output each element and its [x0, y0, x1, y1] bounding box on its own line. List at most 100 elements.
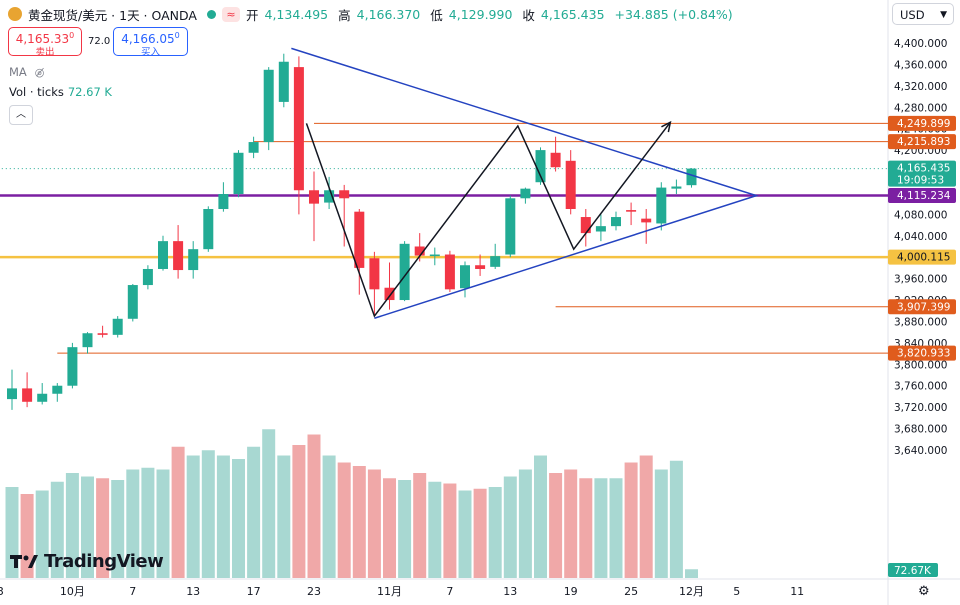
tradingview-logo[interactable]: TradingView — [10, 548, 164, 574]
price-label-box — [888, 249, 956, 265]
symbol-title[interactable]: 黄金现货/美元 · 1天 · OANDA — [28, 7, 197, 23]
volume-bar — [624, 462, 638, 578]
volume-bar — [383, 478, 396, 578]
sell-button[interactable]: 4,165.330 卖出 — [8, 27, 82, 58]
candle-body — [429, 254, 440, 257]
volume-bar — [277, 455, 291, 578]
candle-body — [203, 209, 214, 250]
arrow-head-icon — [661, 120, 672, 133]
buy-price-sup: 0 — [174, 31, 180, 40]
volume-bar — [413, 473, 427, 578]
volume-bar — [398, 480, 412, 578]
price-tick-label: 4,320.000 — [894, 81, 947, 93]
volume-bar — [35, 490, 49, 578]
volume-bar — [669, 460, 683, 578]
candle-body — [37, 393, 48, 402]
price-label-text: 4,000.115 — [897, 252, 950, 264]
candle-body — [565, 160, 576, 210]
volume-bar — [685, 569, 698, 578]
tradingview-logo-icon — [10, 555, 38, 568]
symbol-header: 黄金现货/美元 · 1天 · OANDA ≈ 开 4,134.495 高 4,166… — [8, 3, 733, 25]
ma-indicator[interactable]: MA ◎̸ — [9, 65, 44, 79]
sell-label: 卖出 — [35, 47, 55, 58]
price-label-box — [888, 134, 956, 150]
price-tick-label: 4,280.000 — [894, 102, 947, 114]
price-label-text: 4,215.893 — [897, 136, 950, 148]
volume-bar — [201, 450, 215, 578]
time-tick-label: 17 — [247, 585, 261, 598]
currency-value: USD — [900, 8, 925, 22]
time-tick-label: 13 — [186, 585, 200, 598]
price-label-text: 3,907.399 — [897, 301, 950, 313]
volume-bar — [247, 446, 261, 578]
time-tick-label: 7 — [129, 585, 136, 598]
time-tick-label: 10月 — [60, 585, 85, 598]
candle-body — [112, 318, 123, 335]
volume-bar — [65, 473, 79, 578]
price-label-box — [888, 160, 956, 187]
price-tick-label: 3,800.000 — [894, 359, 947, 371]
currency-select[interactable]: USD ▼ — [892, 3, 954, 25]
volume-bar — [96, 478, 110, 578]
volume-bar — [458, 490, 472, 578]
volume-bar — [50, 481, 64, 578]
collapse-indicators-button[interactable]: ︿ — [9, 105, 33, 125]
candle-body — [263, 69, 274, 143]
volume-bar — [352, 466, 366, 578]
candle-body — [324, 190, 335, 203]
price-tick-label: 3,880.000 — [894, 316, 947, 328]
candle-body — [218, 194, 229, 210]
time-tick-label: 11月 — [377, 585, 402, 598]
time-tick-label: 12月 — [679, 585, 704, 598]
low-value: 4,129.990 — [448, 6, 513, 22]
volume-label-text: 72.67K — [894, 565, 932, 577]
volume-indicator[interactable]: Vol · ticks 72.67 K — [9, 85, 112, 99]
market-open-dot-icon — [206, 9, 216, 19]
zigzag-path — [305, 121, 671, 318]
low-label: 低 — [430, 7, 443, 23]
price-label-text: 4,115.234 — [897, 190, 951, 202]
open-label: 开 — [245, 7, 259, 23]
price-tick-label: 3,680.000 — [894, 424, 947, 436]
price-label-text: 3,820.933 — [897, 348, 950, 360]
candles — [7, 53, 697, 410]
price-label-text: 4,165.435 — [897, 163, 950, 175]
eye-hidden-icon[interactable]: ◎̸ — [34, 66, 45, 79]
volume-bar — [171, 446, 185, 578]
candle-body — [188, 249, 199, 271]
volume-bar — [549, 473, 563, 578]
volume-bar — [488, 487, 502, 578]
volume-bar — [518, 469, 532, 578]
volume-bar — [81, 476, 94, 578]
change-value: +34.885 (+0.84%) — [614, 6, 733, 22]
volume-value: 72.67 K — [67, 85, 112, 99]
chevron-up-icon: ︿ — [16, 109, 26, 120]
high-value: 4,166.370 — [356, 6, 421, 22]
spread-value: 72.0 — [88, 36, 111, 47]
candle-body — [595, 226, 606, 232]
candle-body — [535, 150, 546, 183]
price-tick-label: 4,080.000 — [894, 209, 947, 221]
time-tick-label: 25 — [624, 585, 638, 598]
time-tick-label: 23 — [0, 585, 4, 598]
wave-icon[interactable]: ≈ — [221, 6, 240, 22]
tradingview-wordmark: TradingView — [44, 550, 164, 572]
candle-body — [656, 187, 667, 224]
candle-body — [444, 254, 455, 290]
volume-bar — [262, 429, 276, 578]
volume-bar — [367, 469, 381, 578]
candle-body — [354, 211, 365, 268]
candle-body — [97, 333, 108, 335]
high-label: 高 — [338, 7, 351, 23]
settings-gear-icon[interactable]: ⚙ — [918, 584, 930, 599]
price-tick-label: 3,960.000 — [894, 274, 947, 286]
volume-bar — [156, 469, 170, 578]
candle-body — [686, 168, 697, 186]
volume-bar — [322, 455, 336, 578]
volume-bar — [141, 467, 155, 578]
price-label-box — [888, 187, 956, 203]
price-tick-label: 4,360.000 — [894, 59, 947, 71]
buy-button[interactable]: 4,166.050 买入 — [113, 27, 188, 58]
close-value: 4,165.435 — [540, 6, 605, 22]
